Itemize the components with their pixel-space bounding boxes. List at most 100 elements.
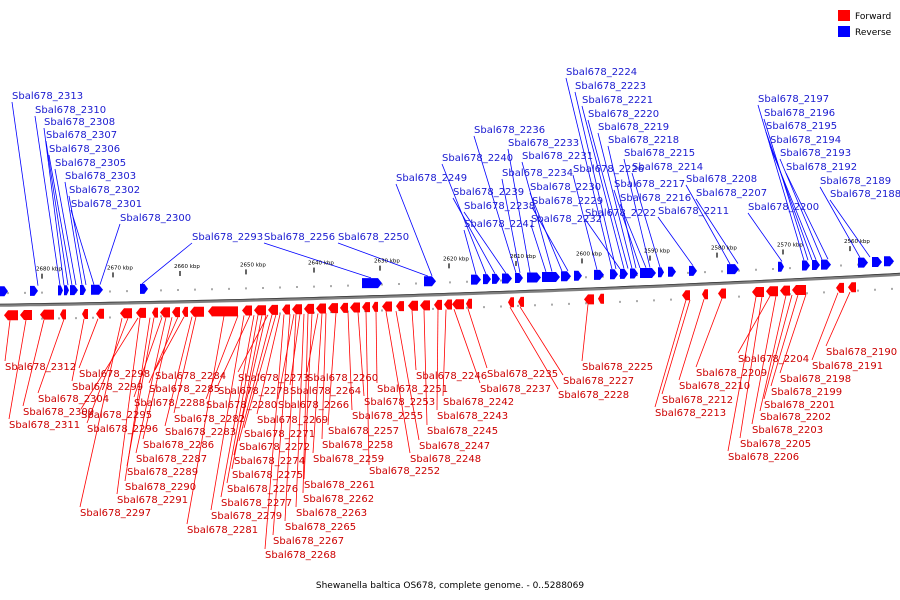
gene-leader-line [233, 314, 267, 456]
gene-leader-line [785, 172, 829, 260]
forward-gene-label: Sbal678_2296 [87, 424, 158, 435]
reverse-gene-label: Sbal678_2189 [820, 176, 891, 187]
gene-leader-line [205, 315, 239, 400]
axis-tick-label: 2590 kbp [644, 249, 670, 255]
gene-leader-line [337, 242, 429, 277]
gene-leader-line [11, 101, 39, 286]
gene-leader-line [277, 314, 295, 400]
gene-leader-line [423, 310, 428, 426]
gene-leader-line [54, 168, 77, 286]
gene-leader-line [37, 319, 65, 394]
forward-gene-label: Sbal678_2298 [79, 369, 150, 380]
gene-leader-line [770, 294, 799, 387]
forward-gene-arrow [160, 307, 170, 318]
forward-gene-arrow [584, 294, 594, 305]
reverse-gene-label: Sbal678_2313 [12, 91, 83, 102]
forward-gene-label: Sbal678_2202 [760, 412, 831, 423]
gene-leader-line [751, 295, 777, 425]
forward-gene-label: Sbal678_2248 [410, 454, 481, 465]
forward-gene-label: Sbal678_2267 [273, 536, 344, 547]
reverse-gene-arrow [872, 256, 882, 267]
axis-tick-label: 2620 kbp [443, 256, 469, 262]
reverse-gene-label: Sbal678_2195 [766, 121, 837, 132]
gene-leader-line [685, 184, 731, 265]
gene-arrows [0, 256, 894, 321]
gene-leader-line [442, 309, 447, 397]
reverse-gene-arrow [884, 256, 894, 267]
forward-gene-label: Sbal678_2258 [322, 440, 393, 451]
forward-gene-arrow [836, 282, 844, 293]
forward-gene-label: Sbal678_2282 [174, 414, 245, 425]
gene-leader-line [473, 135, 517, 274]
reverse-gene-arrow [80, 285, 86, 295]
gene-leader-line [243, 314, 277, 429]
reverse-gene-arrow [727, 264, 739, 275]
gene-leader-line [256, 314, 281, 415]
reverse-gene-arrow [515, 273, 523, 284]
forward-gene-label: Sbal678_2259 [313, 454, 384, 465]
axis-tick-label: 2580 kbp [711, 246, 737, 252]
reverse-gene-label: Sbal678_2196 [764, 108, 835, 119]
reverse-gene-arrow [0, 286, 8, 297]
reverse-gene-label: Sbal678_2218 [608, 135, 679, 146]
forward-gene-label: Sbal678_2276 [227, 484, 298, 495]
gene-leader-line [148, 316, 179, 384]
forward-gene-arrow [682, 290, 690, 301]
gene-leader-line [501, 178, 521, 273]
reverse-gene-label: Sbal678_2305 [55, 158, 126, 169]
forward-gene-label: Sbal678_2273 [238, 373, 309, 384]
reverse-gene-arrow [542, 271, 560, 282]
gene-leader-line [45, 140, 69, 286]
gene-leader-line [623, 158, 651, 268]
reverse-gene-arrow [658, 267, 664, 278]
forward-gene-arrow [508, 297, 514, 308]
forward-gene-label: Sbal678_2255 [352, 411, 423, 422]
forward-gene-arrow [702, 289, 708, 300]
gene-leader-line [357, 312, 365, 397]
forward-gene-label: Sbal678_2286 [143, 440, 214, 451]
forward-gene-label: Sbal678_2285 [149, 384, 220, 395]
axis-tick-label: 2570 kbp [777, 242, 803, 248]
reverse-gene-arrow [58, 285, 63, 296]
forward-gene-label: Sbal678_2235 [487, 369, 558, 380]
gene-leader-line [365, 312, 370, 466]
forward-gene-label: Sbal678_2266 [278, 400, 349, 411]
reverse-gene-label: Sbal678_2236 [474, 125, 545, 136]
reverse-gene-arrow [812, 260, 820, 271]
gene-leader-line [779, 294, 807, 374]
reverse-gene-arrow [778, 261, 784, 272]
gene-leader-line [521, 161, 553, 272]
forward-gene-arrow [254, 305, 266, 316]
axis-tick-label: 2640 kbp [308, 261, 334, 267]
forward-gene-label: Sbal678_2205 [740, 439, 811, 450]
forward-gene-label: Sbal678_2279 [211, 511, 282, 522]
reverse-gene-arrow [424, 276, 436, 287]
forward-gene-label: Sbal678_2225 [582, 362, 653, 373]
forward-gene-label: Sbal678_2247 [419, 441, 490, 452]
gene-leader-line [747, 212, 783, 262]
forward-gene-arrow [452, 299, 464, 310]
gene-leader-line [619, 203, 647, 268]
gene-leader-line [71, 318, 85, 382]
reverse-gene-label: Sbal678_2194 [770, 135, 841, 146]
gene-leader-line [154, 316, 185, 371]
forward-gene-arrow [208, 306, 238, 317]
genome-backbone [0, 272, 900, 307]
gene-leader-line [302, 313, 309, 494]
forward-gene-label: Sbal678_2210 [679, 381, 750, 392]
gene-leader-line [763, 118, 809, 261]
forward-gene-arrow [304, 303, 314, 314]
reverse-gene-label: Sbal678_2208 [686, 174, 757, 185]
forward-gene-arrow [518, 296, 524, 307]
forward-gene-arrow [408, 300, 418, 311]
forward-gene-arrow [598, 293, 604, 304]
forward-gene-label: Sbal678_2281 [187, 525, 258, 536]
forward-gene-label: Sbal678_2275 [232, 470, 303, 481]
gene-leader-line [654, 299, 687, 408]
gene-leader-line [530, 224, 547, 272]
gene-leader-line [48, 154, 73, 286]
reverse-gene-label: Sbal678_2241 [464, 219, 535, 230]
